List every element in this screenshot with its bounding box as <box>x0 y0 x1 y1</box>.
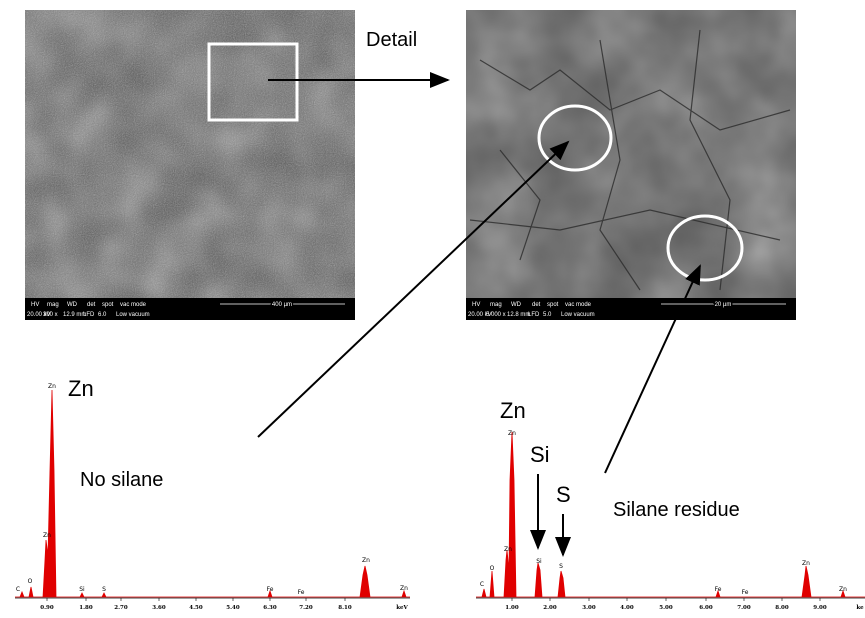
axis-tick-label: 6.00 <box>699 605 713 611</box>
peak-label: S <box>559 563 563 570</box>
info-value: 6.0 <box>98 312 107 318</box>
peak-label: Zn <box>839 586 847 593</box>
axis-tick-label: 1.00 <box>505 605 519 611</box>
page: Detail Zn No silane Zn Si S Silane resid… <box>0 0 865 618</box>
si-label: Si <box>530 442 550 467</box>
info-value: 5.0 <box>543 312 552 318</box>
info-header: HV <box>472 302 480 308</box>
zn-label: Zn <box>500 398 526 423</box>
info-header: vac mode <box>120 302 147 308</box>
peak-label: Si <box>536 558 542 565</box>
peak-label: Zn <box>43 532 51 539</box>
peak-label: C <box>480 581 484 588</box>
info-value: 12.8 mm <box>507 312 530 318</box>
peak-label: Fe <box>267 586 274 593</box>
axis-tick-label: 9.00 <box>813 605 827 611</box>
silane-residue-label: Silane residue <box>613 499 740 521</box>
info-value: Low vacuum <box>116 312 150 318</box>
no-silane-label: No silane <box>80 469 163 491</box>
axis-tick-label: 4.50 <box>189 605 203 611</box>
peak-label: S <box>102 586 106 593</box>
axis-tick-label: 8.00 <box>775 605 789 611</box>
peak-label: C <box>16 586 20 593</box>
spectrum-left <box>15 390 410 597</box>
info-header: HV <box>31 302 39 308</box>
peak-label: Zn <box>504 546 512 553</box>
peak-label: Zn <box>48 383 56 390</box>
s-label: S <box>556 482 571 507</box>
peak-label: Si <box>79 586 85 593</box>
info-header: WD <box>511 302 522 308</box>
info-value: 5 000 x <box>486 312 506 318</box>
figure: Detail Zn No silane Zn Si S Silane resid… <box>0 0 865 618</box>
peak-label: Fe <box>742 589 749 596</box>
axis-tick-label: 6.30 <box>263 605 277 611</box>
peak-label: Zn <box>400 585 408 592</box>
info-header: det <box>87 302 96 308</box>
axis-tick-label: 2.00 <box>543 605 557 611</box>
axis-tick-label: 4.00 <box>620 605 634 611</box>
peak-label: Zn <box>508 430 516 437</box>
axis-tick-label: 0.90 <box>40 605 54 611</box>
peak-label: Zn <box>802 560 810 567</box>
axis-tick-label: 3.60 <box>152 605 166 611</box>
axis-tick-label: 3.00 <box>582 605 596 611</box>
scale-bar-label: 20 µm <box>715 302 732 308</box>
scale-bar-label: 400 µm <box>272 302 292 308</box>
info-value: LFD <box>528 312 540 318</box>
axis-unit: keV <box>396 605 408 611</box>
info-header: spot <box>102 302 114 308</box>
axis-tick-label: 5.00 <box>659 605 673 611</box>
info-header: det <box>532 302 541 308</box>
axis-tick-label: 8.10 <box>338 605 352 611</box>
info-header: mag <box>490 302 502 308</box>
peak-label: O <box>28 578 33 585</box>
axis-tick-label: 1.80 <box>79 605 93 611</box>
peak-label: Fe <box>715 586 722 593</box>
info-header: spot <box>547 302 559 308</box>
axis-unit: ke <box>856 605 864 611</box>
info-header: WD <box>67 302 78 308</box>
sem-image-right <box>466 10 796 320</box>
peak-label: Fe <box>298 589 305 596</box>
detail-label: Detail <box>366 29 417 51</box>
zn-label: Zn <box>68 376 94 401</box>
peak-label: O <box>490 565 495 572</box>
axis-tick-label: 7.00 <box>737 605 751 611</box>
axis-tick-label: 2.70 <box>114 605 128 611</box>
info-value: 300 x <box>43 312 58 318</box>
axis-tick-label: 5.40 <box>226 605 240 611</box>
peak-label: Zn <box>362 557 370 564</box>
axis-tick-label: 7.20 <box>299 605 313 611</box>
info-value: LFD <box>83 312 95 318</box>
info-value: Low vacuum <box>561 312 595 318</box>
info-header: vac mode <box>565 302 592 308</box>
info-header: mag <box>47 302 59 308</box>
sem-image-left <box>25 10 355 320</box>
